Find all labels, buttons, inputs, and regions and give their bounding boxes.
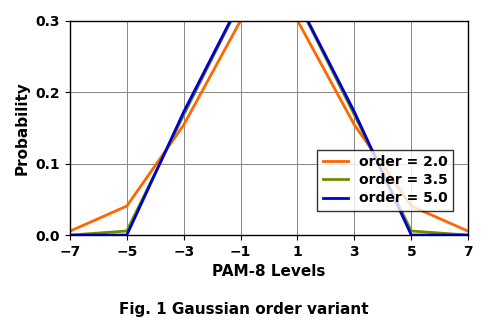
order = 3.5 <box>295 0 301 4</box>
order = 5.0 <box>238 0 244 3</box>
Line: order = 3.5: order = 3.5 <box>70 2 468 235</box>
order = 2.0 <box>351 123 357 127</box>
Y-axis label: Probability: Probability <box>15 81 30 175</box>
order = 5.0 <box>124 233 130 237</box>
order = 2.0 <box>124 204 130 208</box>
order = 2.0 <box>408 204 414 208</box>
Line: order = 2.0: order = 2.0 <box>70 20 468 231</box>
order = 2.0 <box>465 229 471 233</box>
X-axis label: PAM-8 Levels: PAM-8 Levels <box>212 264 325 279</box>
Legend: order = 2.0, order = 3.5, order = 5.0: order = 2.0, order = 3.5, order = 5.0 <box>317 149 453 211</box>
order = 5.0 <box>295 0 301 3</box>
order = 5.0 <box>465 233 471 237</box>
order = 2.0 <box>181 123 186 127</box>
order = 3.5 <box>67 233 73 237</box>
Text: Fig. 1 Gaussian order variant: Fig. 1 Gaussian order variant <box>119 302 369 317</box>
order = 5.0 <box>351 110 357 114</box>
order = 5.0 <box>181 110 186 114</box>
order = 2.0 <box>238 19 244 22</box>
Line: order = 5.0: order = 5.0 <box>70 1 468 235</box>
order = 5.0 <box>67 233 73 237</box>
order = 5.0 <box>408 233 414 237</box>
order = 2.0 <box>67 229 73 233</box>
order = 3.5 <box>124 229 130 233</box>
order = 3.5 <box>465 233 471 237</box>
order = 3.5 <box>238 0 244 4</box>
order = 3.5 <box>181 113 186 117</box>
order = 3.5 <box>351 113 357 117</box>
order = 3.5 <box>408 229 414 233</box>
order = 2.0 <box>295 19 301 22</box>
